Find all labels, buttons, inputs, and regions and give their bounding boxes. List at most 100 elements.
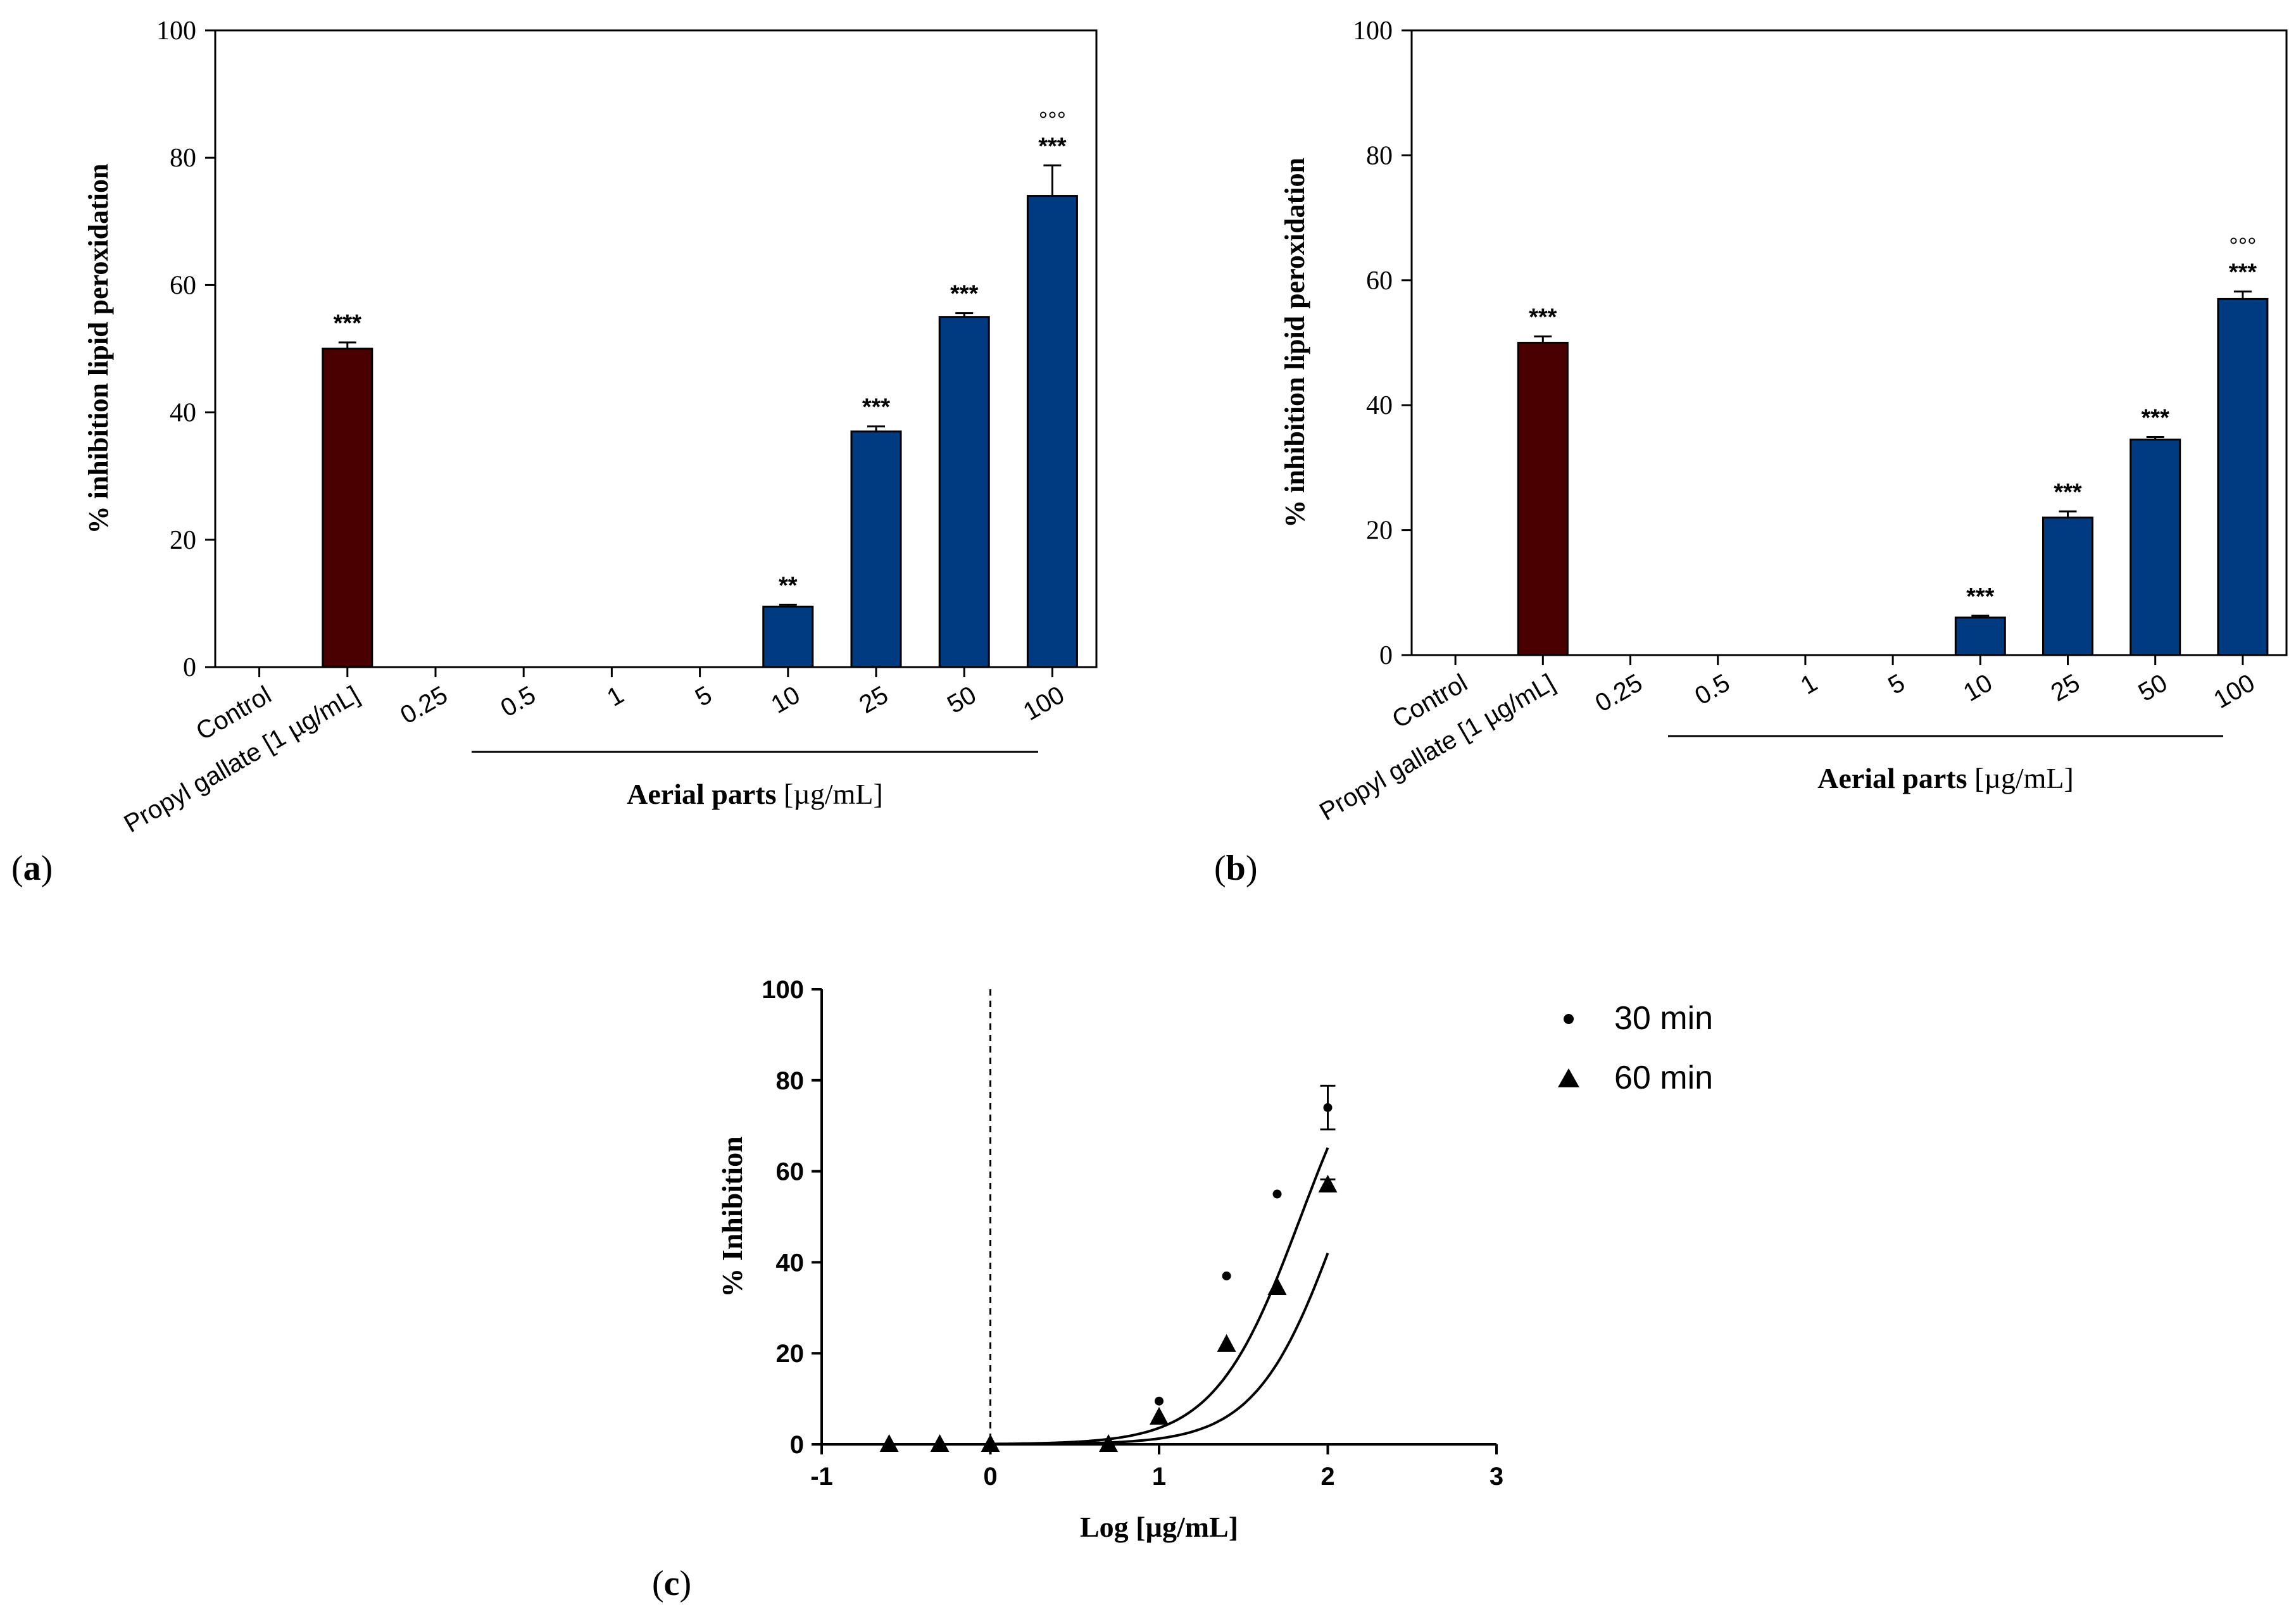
- significance-degrees: °°°: [1039, 106, 1066, 132]
- x-tick-label: 0: [983, 1463, 997, 1491]
- legend: 30 min 60 min: [1558, 1000, 1713, 1096]
- x-tick-label: 3: [1490, 1463, 1503, 1491]
- panel-label: (a): [11, 849, 53, 888]
- data-point-60-min: [1318, 1175, 1338, 1193]
- x-tick-label: 25: [2046, 669, 2085, 707]
- x-tick-label: 1: [1796, 669, 1822, 700]
- panel-label-close: ): [1246, 849, 1258, 888]
- y-tick-label: 80: [1366, 141, 1393, 170]
- aerial-parts-bar: [1954, 616, 2006, 656]
- y-tick-label: 20: [1366, 516, 1393, 546]
- data-point-60-min: [1217, 1334, 1236, 1352]
- x-tick-label: 1: [603, 681, 629, 712]
- aerial-parts-bar: [2130, 438, 2181, 656]
- y-tick-label: 60: [1366, 266, 1393, 296]
- group-label: Aerial parts [µg/mL]: [627, 778, 883, 810]
- significance-stars: ***: [1529, 304, 1557, 331]
- significance-degrees: °°°: [2229, 233, 2256, 259]
- group-label-unit: [µg/mL]: [777, 778, 883, 810]
- y-axis-label: % inhibition lipid peroxidation: [83, 164, 114, 534]
- significance-stars: ***: [2142, 405, 2170, 432]
- data-point-60-min: [981, 1434, 1000, 1452]
- data-point-60-min: [1267, 1277, 1287, 1295]
- x-tick-label: 10: [767, 681, 805, 719]
- aerial-parts-bar: [762, 605, 814, 668]
- y-tick-label: 60: [776, 1158, 805, 1186]
- group-label-bold: Aerial parts: [627, 778, 776, 810]
- 60-min-fit-curve: [990, 1253, 1329, 1446]
- significance-stars: ***: [2229, 259, 2257, 286]
- legend-label-30-min: 30 min: [1614, 1000, 1713, 1037]
- panel-label-close: ): [41, 849, 53, 888]
- data-point-60-min: [879, 1434, 899, 1452]
- plot-frame: [1410, 29, 2288, 656]
- aerial-parts-bar: [1026, 195, 1078, 668]
- significance-stars: ***: [334, 310, 362, 337]
- x-tick-label: 5: [691, 681, 717, 712]
- data-point-30-min: [1155, 1396, 1164, 1406]
- legend-marker-60-min: [1558, 1068, 1579, 1087]
- x-tick-label: 50: [943, 681, 981, 719]
- significance-stars: ***: [1966, 584, 1995, 610]
- x-tick-label: 50: [2134, 669, 2173, 707]
- y-tick-label: 20: [776, 1340, 805, 1368]
- panel-b-bar-chart: 0 20 40 60 80 100 % inhibition lipid peroxidat…: [1214, 16, 2288, 888]
- x-tick-label: 25: [855, 681, 893, 719]
- panel-label-letter: a: [23, 849, 41, 888]
- legend-label-60-min: 60 min: [1614, 1060, 1713, 1096]
- y-tick-label: 80: [170, 144, 196, 173]
- group-label: Aerial parts [µg/mL]: [1817, 762, 2074, 794]
- panel-label: (b): [1214, 849, 1257, 888]
- x-tick-label: -1: [810, 1463, 833, 1491]
- significance-stars: **: [779, 572, 798, 599]
- data-point-60-min: [1099, 1434, 1119, 1452]
- x-tick-label: 1: [1152, 1463, 1166, 1491]
- x-tick-label: 2: [1321, 1463, 1334, 1491]
- panel-label-letter: b: [1226, 849, 1246, 888]
- data-point-60-min: [1150, 1406, 1169, 1425]
- significance-stars: ***: [950, 281, 979, 308]
- group-label-unit: [µg/mL]: [1967, 762, 2074, 794]
- y-tick-label: 100: [1353, 16, 1393, 46]
- plot-frame: [214, 29, 1098, 668]
- y-axis-label: % inhibition lipid peroxidation: [1279, 158, 1310, 528]
- x-tick-label: 5: [1883, 669, 1909, 700]
- significance-stars: ***: [1038, 133, 1067, 159]
- aerial-parts-bar: [850, 430, 902, 668]
- y-tick-label: 0: [183, 653, 196, 682]
- x-tick-label: 0.5: [1690, 669, 1735, 711]
- data-point-30-min: [1272, 1189, 1282, 1199]
- y-tick-label: 80: [776, 1067, 805, 1095]
- y-tick-label: 60: [170, 271, 196, 300]
- x-axis-label: Log [µg/mL]: [1080, 1511, 1238, 1543]
- data-point-60-min: [930, 1434, 950, 1452]
- panel-label-open: (: [11, 849, 23, 888]
- y-tick-label: 40: [170, 399, 196, 428]
- y-tick-label: 0: [790, 1431, 804, 1459]
- x-tick-label: 0.25: [1591, 669, 1647, 718]
- significance-stars: ***: [862, 394, 891, 421]
- aerial-parts-bar: [2042, 516, 2093, 656]
- x-tick-label: 100: [2209, 669, 2260, 714]
- propyl-gallate-bar: [322, 347, 373, 668]
- aerial-parts-bar: [2217, 297, 2269, 656]
- x-tick-label: 0.25: [396, 681, 452, 730]
- panel-a-bar-chart: 0 20 40 60 80 100 % inhibition lipid peroxidat…: [11, 16, 1098, 888]
- significance-stars: ***: [2054, 479, 2082, 506]
- panel-label-letter: c: [664, 1564, 680, 1603]
- panel-label-open: (: [652, 1564, 664, 1603]
- x-tick-label: 10: [1959, 669, 1997, 707]
- y-axis-label: % Inhibition: [716, 1136, 748, 1297]
- panel-label-close: ): [680, 1564, 692, 1603]
- y-tick-label: 20: [170, 526, 196, 555]
- y-tick-label: 100: [762, 976, 804, 1004]
- x-tick-label: 100: [1019, 681, 1069, 726]
- y-tick-label: 40: [776, 1249, 805, 1277]
- data-point-30-min: [1323, 1103, 1333, 1112]
- y-tick-label: 0: [1379, 641, 1393, 670]
- group-label-bold: Aerial parts: [1817, 762, 1967, 794]
- panel-label-open: (: [1214, 849, 1226, 888]
- data-point-30-min: [1222, 1271, 1231, 1280]
